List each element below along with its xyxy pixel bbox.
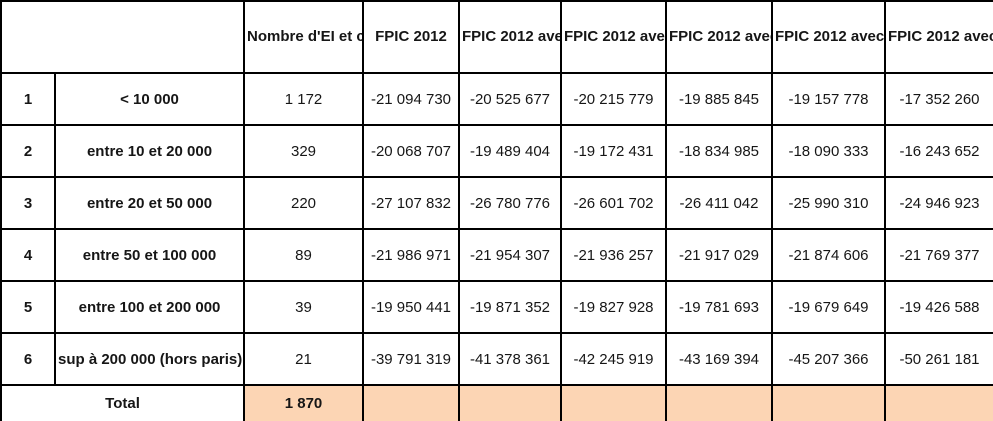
total-count-cell: 1 870	[243, 384, 364, 421]
cell-fpic30: -45 207 366	[771, 332, 886, 386]
row-number: 1	[0, 72, 56, 126]
cell-fpic20: -18 834 985	[665, 124, 773, 178]
cell-count: 39	[243, 280, 364, 334]
total-empty-cell	[884, 384, 993, 421]
cell-fpic2012: -21 094 730	[362, 72, 460, 126]
header-fpic-50: FPIC 2012 avec 50% revenu	[884, 0, 993, 74]
cell-fpic50: -19 426 588	[884, 280, 993, 334]
header-empty-corner	[0, 0, 245, 74]
row-number: 5	[0, 280, 56, 334]
cell-fpic20: -43 169 394	[665, 332, 773, 386]
row-category: sup à 200 000 (hors paris)	[54, 332, 245, 386]
table-row: 2 entre 10 et 20 000 329 -20 068 707 -19…	[0, 124, 993, 178]
header-row: Nombre d'EI et communes prélevés FPIC 20…	[0, 0, 993, 74]
total-row: Total 1 870	[0, 384, 993, 421]
cell-fpic20: -21 917 029	[665, 228, 773, 282]
cell-fpic50: -24 946 923	[884, 176, 993, 230]
row-category: entre 10 et 20 000	[54, 124, 245, 178]
total-empty-cell	[560, 384, 667, 421]
table-row: 4 entre 50 et 100 000 89 -21 986 971 -21…	[0, 228, 993, 282]
cell-fpic15: -20 215 779	[560, 72, 667, 126]
cell-fpic50: -50 261 181	[884, 332, 993, 386]
cell-fpic15: -19 172 431	[560, 124, 667, 178]
total-label: Total	[0, 384, 245, 421]
cell-fpic30: -19 679 649	[771, 280, 886, 334]
row-number: 2	[0, 124, 56, 178]
cell-fpic30: -25 990 310	[771, 176, 886, 230]
table-row: 3 entre 20 et 50 000 220 -27 107 832 -26…	[0, 176, 993, 230]
total-empty-cell	[458, 384, 562, 421]
cell-fpic10: -26 780 776	[458, 176, 562, 230]
cell-fpic15: -26 601 702	[560, 176, 667, 230]
header-fpic-20: FPIC 2012 avec 20% revenu	[665, 0, 773, 74]
cell-fpic2012: -27 107 832	[362, 176, 460, 230]
cell-fpic15: -42 245 919	[560, 332, 667, 386]
cell-fpic20: -26 411 042	[665, 176, 773, 230]
cell-fpic10: -19 871 352	[458, 280, 562, 334]
row-category: entre 100 et 200 000	[54, 280, 245, 334]
cell-fpic50: -17 352 260	[884, 72, 993, 126]
cell-fpic30: -19 157 778	[771, 72, 886, 126]
total-empty-cell	[771, 384, 886, 421]
table-row: 6 sup à 200 000 (hors paris) 21 -39 791 …	[0, 332, 993, 386]
header-fpic-15: FPIC 2012 avec 15% revenu	[560, 0, 667, 74]
total-empty-cell	[362, 384, 460, 421]
row-number: 3	[0, 176, 56, 230]
cell-fpic30: -21 874 606	[771, 228, 886, 282]
cell-count: 220	[243, 176, 364, 230]
cell-count: 1 172	[243, 72, 364, 126]
row-category: < 10 000	[54, 72, 245, 126]
table-row: 1 < 10 000 1 172 -21 094 730 -20 525 677…	[0, 72, 993, 126]
cell-count: 89	[243, 228, 364, 282]
row-number: 4	[0, 228, 56, 282]
cell-fpic10: -20 525 677	[458, 72, 562, 126]
cell-fpic20: -19 781 693	[665, 280, 773, 334]
row-number: 6	[0, 332, 56, 386]
cell-fpic15: -19 827 928	[560, 280, 667, 334]
cell-fpic15: -21 936 257	[560, 228, 667, 282]
cell-fpic20: -19 885 845	[665, 72, 773, 126]
header-nombre-ei: Nombre d'EI et communes prélevés	[243, 0, 364, 74]
total-empty-cell	[665, 384, 773, 421]
cell-fpic10: -19 489 404	[458, 124, 562, 178]
row-category: entre 20 et 50 000	[54, 176, 245, 230]
cell-count: 329	[243, 124, 364, 178]
header-fpic-10: FPIC 2012 avec 10% revenu	[458, 0, 562, 74]
row-category: entre 50 et 100 000	[54, 228, 245, 282]
cell-fpic2012: -39 791 319	[362, 332, 460, 386]
header-fpic-2012: FPIC 2012	[362, 0, 460, 74]
cell-fpic2012: -19 950 441	[362, 280, 460, 334]
header-fpic-30: FPIC 2012 avec 30% revenu	[771, 0, 886, 74]
cell-fpic30: -18 090 333	[771, 124, 886, 178]
cell-fpic10: -21 954 307	[458, 228, 562, 282]
cell-fpic10: -41 378 361	[458, 332, 562, 386]
cell-fpic2012: -20 068 707	[362, 124, 460, 178]
cell-fpic2012: -21 986 971	[362, 228, 460, 282]
cell-fpic50: -16 243 652	[884, 124, 993, 178]
table-row: 5 entre 100 et 200 000 39 -19 950 441 -1…	[0, 280, 993, 334]
cell-count: 21	[243, 332, 364, 386]
cell-fpic50: -21 769 377	[884, 228, 993, 282]
